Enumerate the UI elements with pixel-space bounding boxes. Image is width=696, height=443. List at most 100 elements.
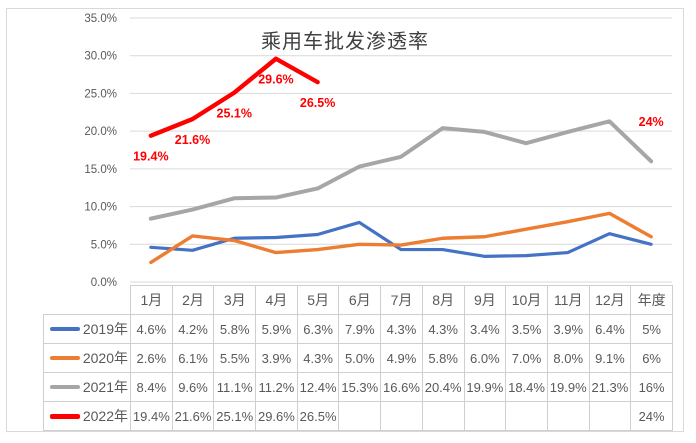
- y-axis-tick-label: 15.0%: [84, 164, 117, 176]
- table-cell: 16.6%: [380, 372, 423, 402]
- table-cell: 2.6%: [130, 343, 173, 373]
- table-row: 2020年 2.6% 6.1% 5.5% 3.9% 4.3% 5.0% 4.9% 5.8% 6.0…: [43, 343, 673, 373]
- legend-line-swatch: [49, 327, 80, 331]
- legend-line-swatch: [49, 356, 80, 360]
- table-cell: 5.0%: [338, 343, 382, 373]
- series-row-header: 2021年: [43, 372, 131, 402]
- y-axis-tick-label: 35.0%: [84, 13, 117, 25]
- column-header: 2月: [171, 285, 215, 315]
- table-cell: 5.8%: [421, 343, 465, 373]
- table-cell: 3.9%: [546, 314, 590, 344]
- table-cell: [380, 401, 423, 431]
- column-header: 年度: [630, 285, 673, 315]
- column-header: 8月: [421, 285, 465, 315]
- table-cell: 6.3%: [296, 314, 340, 344]
- column-header: 9月: [463, 285, 507, 315]
- table-cell: [421, 401, 465, 431]
- table-cell: [546, 401, 590, 431]
- column-header: 5月: [296, 285, 340, 315]
- table-cell: 6.4%: [588, 314, 632, 344]
- table-cell: 18.4%: [505, 372, 548, 402]
- table-cell: 8.0%: [546, 343, 590, 373]
- table-cell: 21.6%: [171, 401, 215, 431]
- table-cell: 9.6%: [171, 372, 215, 402]
- series-row-header: 2022年: [43, 401, 131, 431]
- table-cell: 4.2%: [171, 314, 215, 344]
- table-cell: 11.1%: [213, 372, 257, 402]
- column-header: 12月: [588, 285, 632, 315]
- table-cell: 5%: [630, 314, 673, 344]
- table-cell: [338, 401, 382, 431]
- y-axis-tick-label: 25.0%: [84, 88, 117, 100]
- y-axis-tick-label: 20.0%: [84, 126, 117, 138]
- series-line-2022年: [148, 56, 320, 138]
- column-header: 7月: [380, 285, 423, 315]
- table-cell: 4.6%: [130, 314, 173, 344]
- table-cell: 8.4%: [130, 372, 173, 402]
- series-row-header: 2019年: [43, 314, 131, 344]
- y-axis-tick-label: 0.0%: [91, 277, 117, 289]
- column-header: 10月: [505, 285, 548, 315]
- column-header: 3月: [213, 285, 257, 315]
- data-label: 24%: [639, 115, 664, 129]
- table-cell: 6.0%: [463, 343, 507, 373]
- data-label: 21.6%: [175, 133, 210, 147]
- table-cell: 29.6%: [255, 401, 298, 431]
- table-cell: 26.5%: [296, 401, 340, 431]
- table-cell: 6.1%: [171, 343, 215, 373]
- table-cell: 19.9%: [546, 372, 590, 402]
- series-name: 2019年: [82, 321, 128, 337]
- table-cell: [505, 401, 548, 431]
- series-line-2021年: [148, 119, 654, 221]
- series-line-2020年: [149, 211, 653, 265]
- table-cell: 16%: [630, 372, 673, 402]
- table-cell: 4.9%: [380, 343, 423, 373]
- table-corner: [44, 286, 131, 315]
- table-cell: 5.9%: [255, 314, 298, 344]
- chart-title: 乘用车批发渗透率: [261, 31, 429, 53]
- data-label: 29.6%: [258, 73, 293, 87]
- table-row: 2021年 8.4% 9.6% 11.1% 11.2% 12.4% 15.3% 16.6% 20…: [43, 372, 673, 402]
- table-row: 2019年 4.6% 4.2% 5.8% 5.9% 6.3% 7.9% 4.3% 4.3% 3.4…: [43, 314, 673, 344]
- table-cell: 3.9%: [255, 343, 298, 373]
- table-cell: [588, 401, 632, 431]
- table-cell: 5.8%: [213, 314, 257, 344]
- table-cell: 19.9%: [463, 372, 507, 402]
- table-cell: 11.2%: [255, 372, 298, 402]
- series-line-2019年: [149, 220, 653, 258]
- table-cell: 7.0%: [505, 343, 548, 373]
- table-cell: 4.3%: [380, 314, 423, 344]
- data-table: 1月 2月 3月 4月 5月 6月 7月 8月 9月 10月 11月 12月 年度 2019年 4.6% 4.…: [43, 285, 673, 431]
- series-row-header: 2020年: [43, 343, 131, 373]
- y-axis-tick-label: 5.0%: [91, 239, 117, 251]
- y-axis-tick-label: 30.0%: [84, 51, 117, 63]
- table-row: 2022年 19.4% 21.6% 25.1% 29.6% 26.5% 24%: [43, 401, 673, 431]
- table-cell: 4.3%: [421, 314, 465, 344]
- series-name: 2021年: [82, 379, 128, 395]
- data-label: 26.5%: [300, 96, 335, 110]
- series-name: 2022年: [82, 408, 128, 424]
- table-cell: 12.4%: [296, 372, 340, 402]
- column-header: 1月: [130, 285, 173, 315]
- legend-line-swatch: [49, 413, 80, 419]
- table-cell: 7.9%: [338, 314, 382, 344]
- table-cell: [463, 401, 507, 431]
- table-cell: 24%: [630, 401, 673, 431]
- data-label: 19.4%: [133, 150, 168, 164]
- table-cell: 4.3%: [296, 343, 340, 373]
- table-cell: 6%: [630, 343, 673, 373]
- table-cell: 3.5%: [505, 314, 548, 344]
- column-header: 6月: [338, 285, 382, 315]
- table-cell: 21.3%: [588, 372, 632, 402]
- table-cell: 3.4%: [463, 314, 507, 344]
- series-name: 2020年: [82, 350, 128, 366]
- column-header: 4月: [255, 285, 298, 315]
- legend-line-swatch: [49, 385, 80, 389]
- table-cell: 5.5%: [213, 343, 257, 373]
- table-cell: 25.1%: [213, 401, 257, 431]
- y-axis-tick-label: 10.0%: [84, 202, 117, 214]
- table-cell: 20.4%: [421, 372, 465, 402]
- data-label: 25.1%: [217, 107, 252, 121]
